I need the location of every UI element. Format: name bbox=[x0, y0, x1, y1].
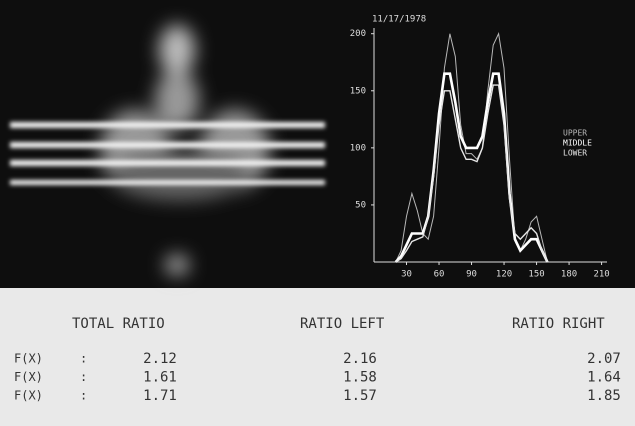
x-tick-label: 30 bbox=[401, 270, 412, 280]
x-tick-label: 120 bbox=[496, 270, 512, 280]
y-tick-label: 100 bbox=[350, 143, 366, 153]
table-cell: 1.85 bbox=[587, 388, 621, 404]
table-cell: 1.64 bbox=[587, 370, 621, 386]
x-tick-label: 60 bbox=[434, 270, 445, 280]
scan-lines bbox=[10, 122, 325, 185]
table-cell: 1.58 bbox=[343, 370, 377, 386]
table-cell: 1.57 bbox=[343, 388, 377, 404]
x-tick-label: 210 bbox=[593, 270, 609, 280]
legend-entry: UPPER bbox=[563, 129, 587, 138]
table-cell: F(X) bbox=[14, 370, 43, 384]
chart-title: 11/17/1978 bbox=[372, 15, 426, 25]
x-tick-label: 180 bbox=[561, 270, 577, 280]
report-area bbox=[0, 288, 635, 426]
series-line bbox=[395, 84, 549, 263]
table-cell: 1.71 bbox=[143, 388, 177, 404]
x-tick-label: 150 bbox=[528, 270, 544, 280]
table-cell: F(X) bbox=[14, 389, 43, 403]
table-cell: : bbox=[80, 352, 87, 366]
table-cell: 1.61 bbox=[143, 370, 177, 386]
table-cell: : bbox=[80, 370, 87, 384]
y-tick-label: 200 bbox=[350, 29, 366, 39]
column-header: RATIO RIGHT bbox=[512, 316, 605, 332]
legend-entry: MIDDLE bbox=[563, 139, 592, 148]
ratio-table: TOTAL RATIO RATIO LEFT RATIO RIGHT F(X): 2.1… bbox=[14, 316, 621, 404]
table-cell: : bbox=[80, 389, 87, 403]
series-line bbox=[394, 72, 549, 263]
series-line bbox=[395, 32, 548, 263]
legend-entry: LOWER bbox=[563, 149, 587, 158]
table-cell: 2.16 bbox=[343, 351, 377, 367]
y-tick-label: 50 bbox=[355, 200, 366, 210]
column-header: TOTAL RATIO bbox=[72, 316, 165, 332]
x-tick-label: 90 bbox=[466, 270, 477, 280]
table-cell: 2.07 bbox=[587, 351, 621, 367]
line-chart: 50 100 150 200 30 60 90 120 150 180 210 UPPERMIDDLE… bbox=[350, 28, 610, 280]
column-header: RATIO LEFT bbox=[300, 316, 385, 332]
table-cell: F(X) bbox=[14, 352, 43, 366]
y-tick-label: 150 bbox=[350, 86, 366, 96]
table-cell: 2.12 bbox=[143, 351, 177, 367]
